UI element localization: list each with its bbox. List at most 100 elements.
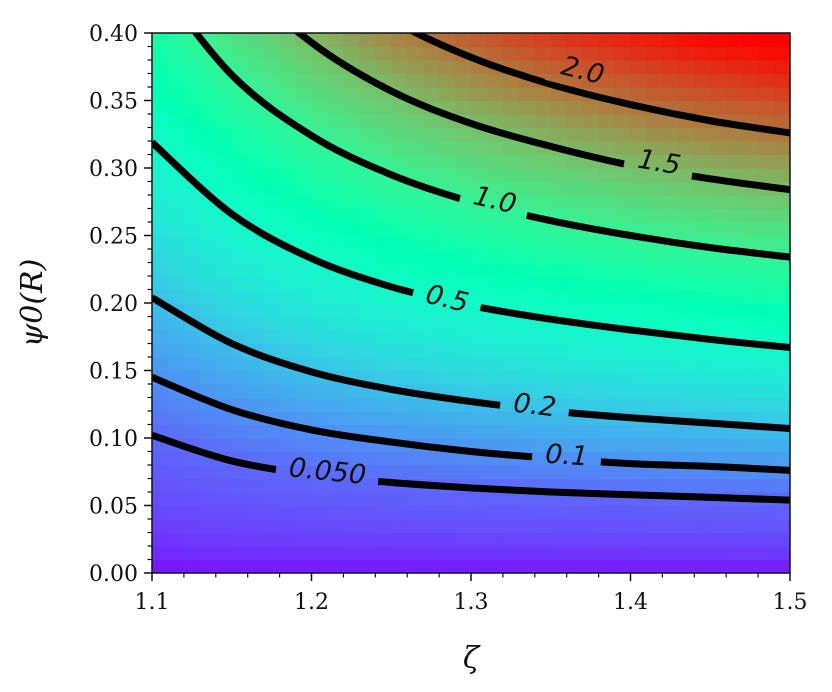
heatmap-cell <box>694 451 711 466</box>
heatmap-cell <box>582 73 600 88</box>
heatmap-cell <box>646 195 663 210</box>
heatmap-cell <box>152 492 169 507</box>
heatmap-cell <box>486 249 504 264</box>
heatmap-cell <box>215 384 233 399</box>
heatmap-cell <box>646 559 663 573</box>
heatmap-cell <box>774 100 790 115</box>
heatmap-cell <box>455 141 472 156</box>
heatmap-cell <box>327 87 344 102</box>
heatmap-cell <box>311 195 329 210</box>
heatmap-cell <box>582 438 600 453</box>
heatmap-cell <box>215 438 233 453</box>
heatmap-cell <box>486 168 504 183</box>
heatmap-cell <box>423 60 440 75</box>
heatmap-cell <box>662 60 679 75</box>
heatmap-cell <box>439 249 456 264</box>
heatmap-cell <box>518 316 536 331</box>
heatmap-cell <box>534 357 552 372</box>
heatmap-cell <box>439 141 456 156</box>
heatmap-cell <box>502 316 520 331</box>
heatmap-cell <box>455 505 472 520</box>
heatmap-cell <box>423 249 440 264</box>
heatmap-cell <box>471 559 488 573</box>
heatmap-cell <box>774 478 790 493</box>
heatmap-cell <box>694 289 711 304</box>
heatmap-cell <box>311 519 329 534</box>
heatmap-cell <box>534 87 552 102</box>
heatmap-cell <box>439 532 456 547</box>
heatmap-cell <box>311 276 329 291</box>
axis-ticks: 1.1 1.2 1.3 1.4 1.5 0.00 0.05 0.10 0.15 0.20 0.25 0… <box>89 22 807 615</box>
heatmap-cell <box>710 127 727 142</box>
heatmap-cell <box>183 519 201 534</box>
heatmap-cell <box>375 357 392 372</box>
contour-line <box>152 294 790 433</box>
heatmap-cell <box>359 559 376 573</box>
heatmap-cell <box>327 114 344 129</box>
heatmap-cell <box>215 303 233 318</box>
heatmap-cell <box>167 505 185 520</box>
heatmap-cell <box>391 465 408 480</box>
heatmap-cell <box>630 397 648 412</box>
heatmap-cell <box>518 100 536 115</box>
heatmap-cell <box>502 384 520 399</box>
heatmap-cell <box>311 411 329 426</box>
heatmap-cell <box>694 546 711 561</box>
heatmap-cell <box>471 519 488 534</box>
heatmap-cell <box>343 330 360 345</box>
heatmap-cell <box>183 235 201 250</box>
heatmap-cell <box>598 505 616 520</box>
contour-line <box>152 431 790 504</box>
heatmap-cell <box>662 505 679 520</box>
heatmap-cell <box>742 478 759 493</box>
heatmap-cell <box>375 127 392 142</box>
heatmap-cell <box>423 546 440 561</box>
heatmap-cell <box>343 343 360 358</box>
heatmap-cell <box>566 249 584 264</box>
heatmap-cell <box>231 546 249 561</box>
heatmap-cell <box>550 262 568 277</box>
heatmap-cell <box>423 235 440 250</box>
heatmap-cell <box>359 451 376 466</box>
heatmap-cell <box>550 330 568 345</box>
heatmap-cell <box>534 532 552 547</box>
heatmap-cell <box>295 154 313 169</box>
heatmap-cell <box>502 276 520 291</box>
heatmap-cell <box>247 559 265 573</box>
heatmap-cell <box>534 262 552 277</box>
heatmap-cell <box>455 411 472 426</box>
heatmap-cell <box>598 546 616 561</box>
heatmap-cell <box>455 343 472 358</box>
heatmap-cell <box>502 289 520 304</box>
heatmap-cell <box>199 343 217 358</box>
heatmap-cell <box>710 289 727 304</box>
heatmap-cell <box>167 289 185 304</box>
heatmap-cell <box>550 559 568 573</box>
heatmap-cell <box>439 73 456 88</box>
heatmap-cell <box>183 195 201 210</box>
heatmap-cell <box>167 343 185 358</box>
heatmap-cell <box>758 208 775 223</box>
y-tick-label: 0.00 <box>89 562 138 587</box>
heatmap-cell <box>152 465 169 480</box>
heatmap-cell <box>646 397 663 412</box>
heatmap-cell <box>231 330 249 345</box>
heatmap-cell <box>502 168 520 183</box>
heatmap-cell <box>423 303 440 318</box>
heatmap-cell <box>518 519 536 534</box>
heatmap-cell <box>439 330 456 345</box>
heatmap-cell <box>486 46 504 61</box>
heatmap-cell <box>774 384 790 399</box>
heatmap-cell <box>199 154 217 169</box>
heatmap-cell <box>247 73 265 88</box>
heatmap-cell <box>471 505 488 520</box>
heatmap-cell <box>199 73 217 88</box>
heatmap-cell <box>646 208 663 223</box>
heatmap-cell <box>295 181 313 196</box>
heatmap-cell <box>167 87 185 102</box>
heatmap-cell <box>167 424 185 439</box>
heatmap-cell <box>391 100 408 115</box>
heatmap-cell <box>678 33 695 48</box>
heatmap-cell <box>455 451 472 466</box>
heatmap-cell <box>231 424 249 439</box>
